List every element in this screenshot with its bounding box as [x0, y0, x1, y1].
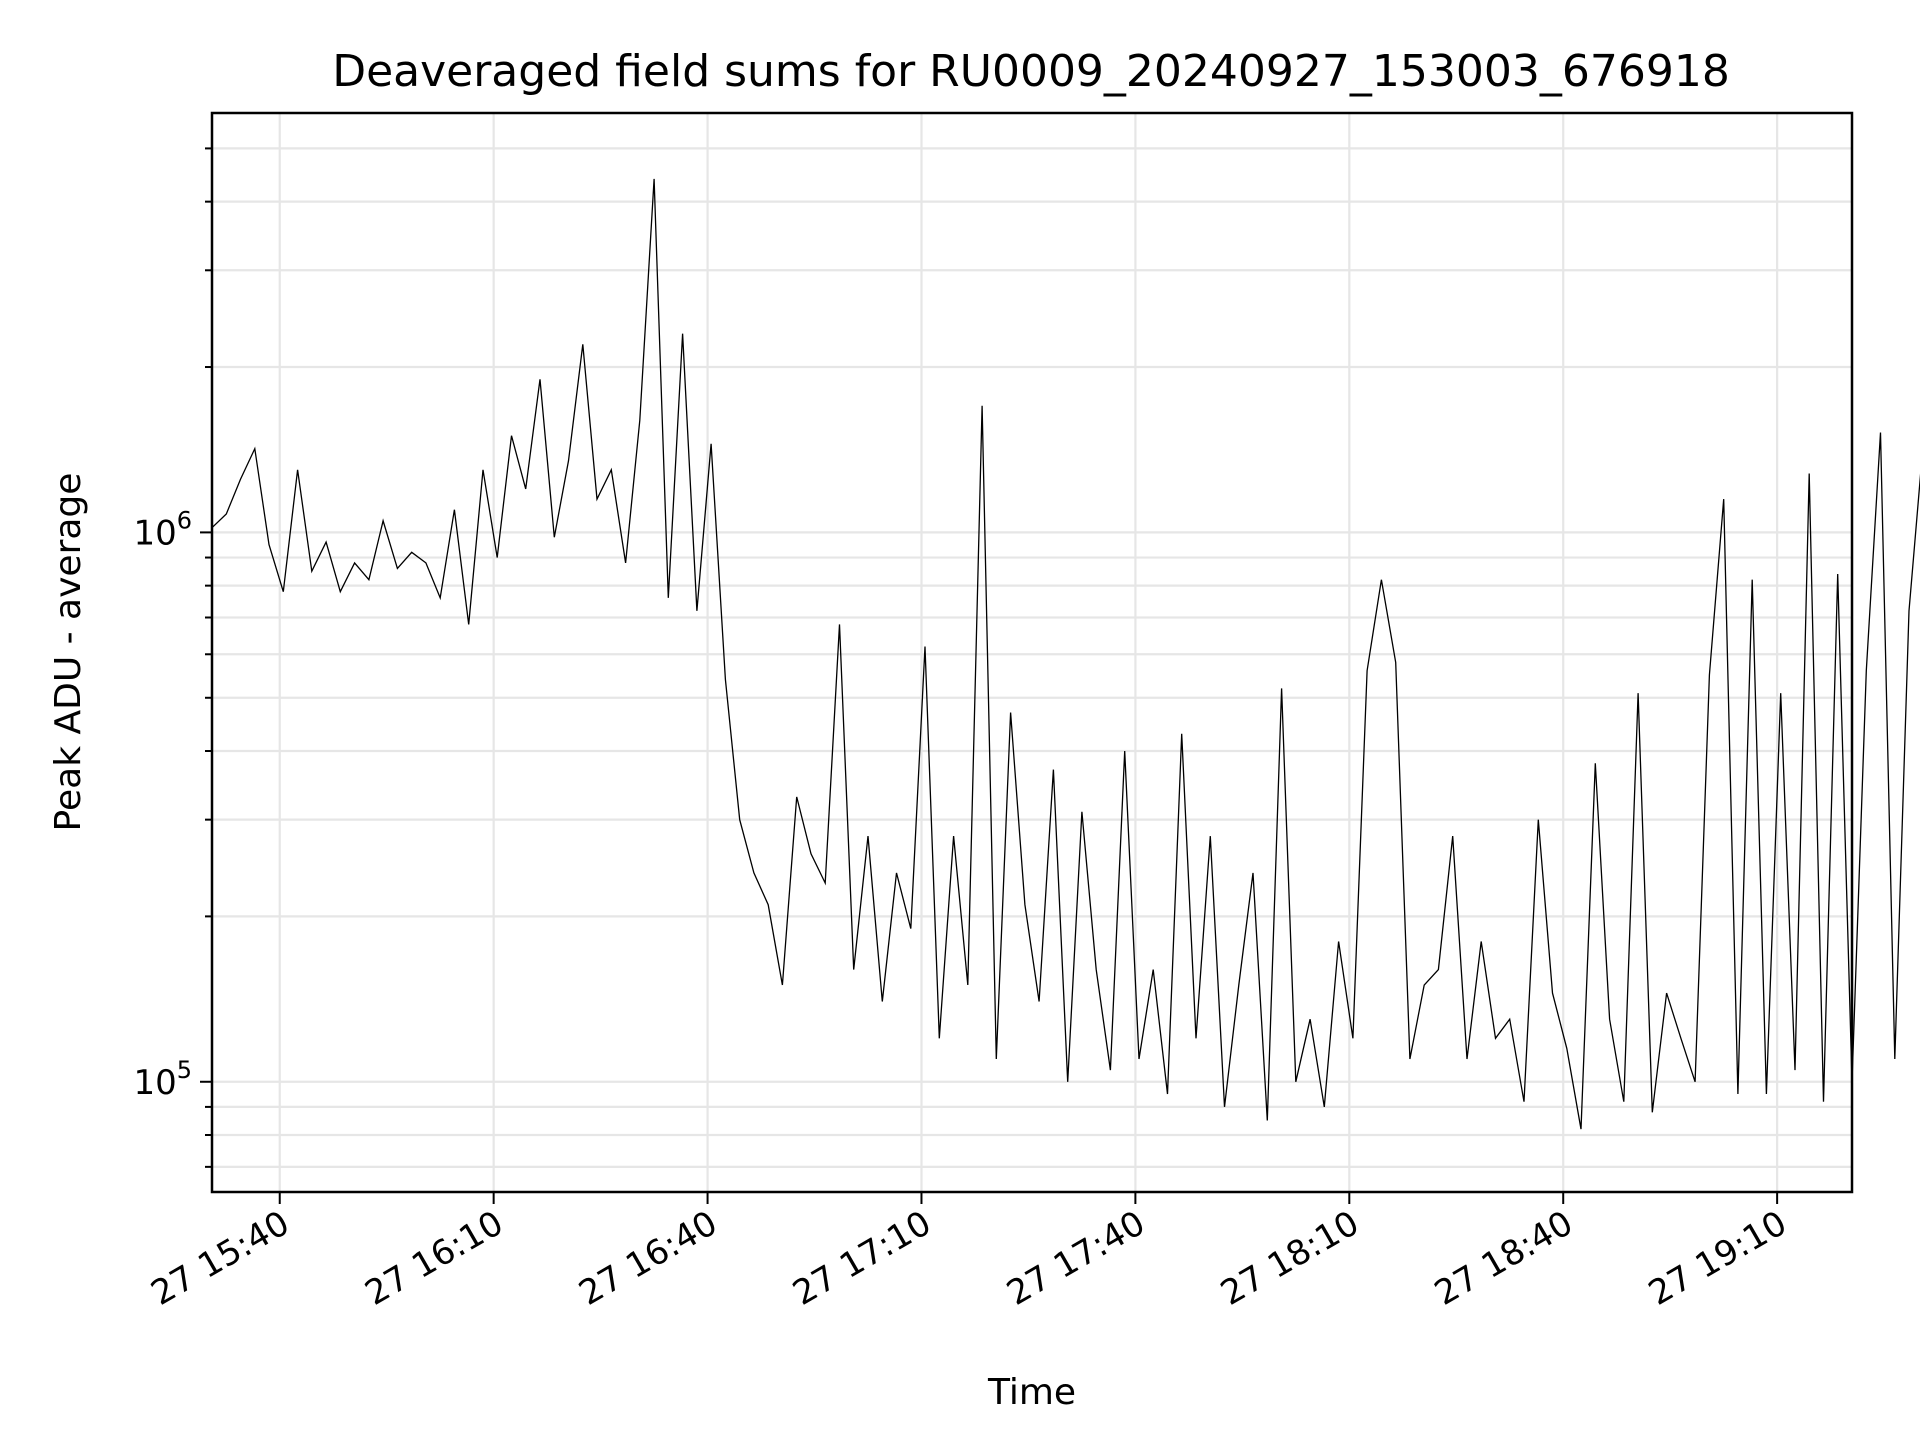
x-tick-label: 27 16:10	[358, 1203, 510, 1314]
x-tick-label: 27 18:10	[1214, 1203, 1366, 1314]
x-tick-label: 27 18:40	[1428, 1203, 1580, 1314]
x-tick-label: 27 15:40	[145, 1203, 297, 1314]
plot-frame	[210, 111, 1854, 1194]
x-axis-title: Time	[987, 1372, 1076, 1413]
x-tick-label: 27 17:40	[1000, 1203, 1152, 1314]
x-tick-label: 27 19:10	[1642, 1203, 1794, 1314]
chart-title: Deaveraged field sums for RU0009_2024092…	[332, 46, 1730, 97]
y-tick-label: 105	[133, 1056, 192, 1103]
axes: 105 106 27 15:40 27 16:10 27 16:40 27 17:10 27…	[133, 147, 1794, 1314]
y-tick-label: 106	[133, 506, 192, 553]
x-tick-label: 27 16:40	[572, 1203, 724, 1314]
grid	[212, 113, 1852, 1192]
series-layer	[211, 178, 1920, 1130]
x-tick-label: 27 17:10	[786, 1203, 938, 1314]
y-axis-title: Peak ADU - average	[48, 473, 89, 832]
series-line	[211, 178, 1920, 1130]
